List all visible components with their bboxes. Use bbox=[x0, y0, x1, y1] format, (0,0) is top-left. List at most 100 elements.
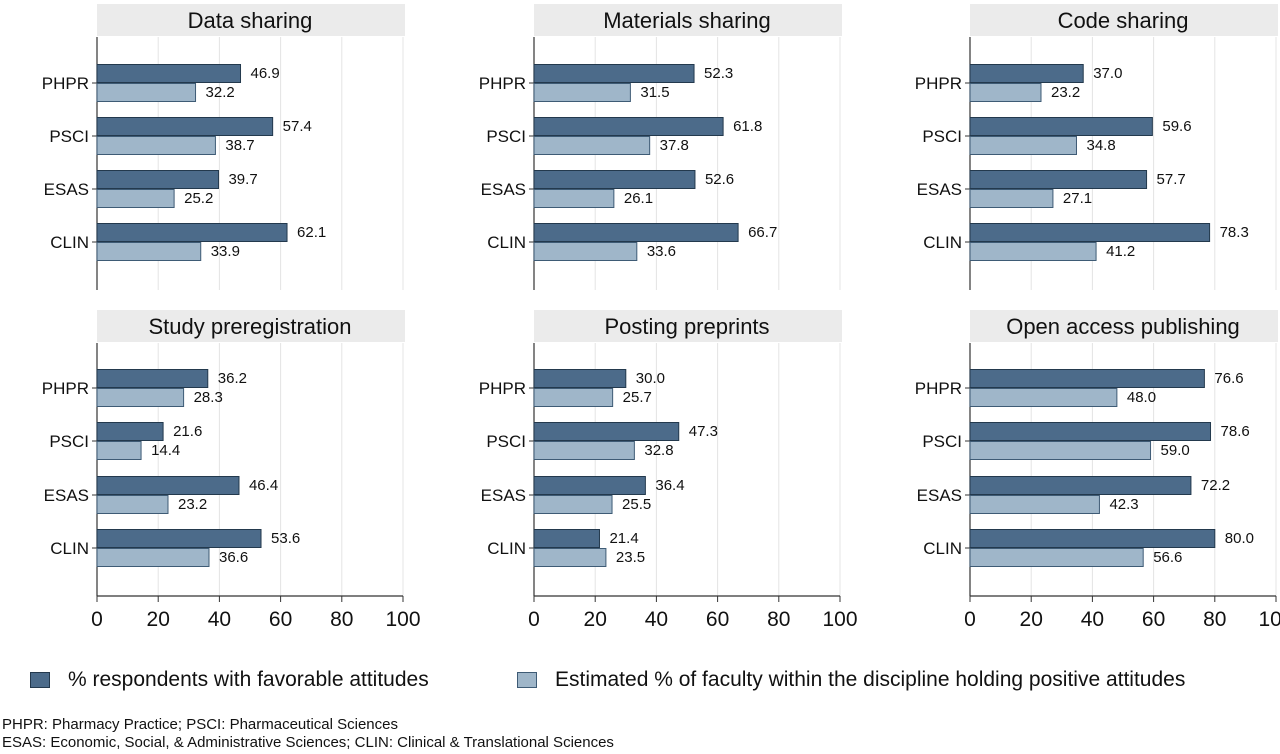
chart-panel-6: Open access publishing PHPR 76.6 48.0 PSCI 78… bbox=[915, 310, 1280, 631]
x-tick-label: 20 bbox=[1020, 608, 1043, 631]
data-label: 21.6 bbox=[173, 423, 202, 440]
bar-favorable bbox=[96, 223, 288, 242]
bar-favorable bbox=[969, 64, 1084, 83]
bar-estimated bbox=[969, 548, 1144, 567]
bar-favorable bbox=[969, 223, 1211, 242]
bar-favorable bbox=[969, 117, 1153, 136]
panel-title-background bbox=[97, 310, 405, 342]
bar-favorable bbox=[969, 422, 1212, 441]
bar-estimated bbox=[969, 388, 1118, 407]
data-label: 21.4 bbox=[609, 530, 638, 547]
x-tick-label: 60 bbox=[706, 608, 729, 631]
footnote: PHPR: Pharmacy Practice; PSCI: Pharmaceu… bbox=[2, 716, 614, 752]
bar-estimated bbox=[969, 189, 1054, 208]
data-label: 33.6 bbox=[647, 243, 676, 260]
y-tick-label: ESAS bbox=[481, 486, 526, 505]
bar-estimated bbox=[533, 495, 613, 514]
data-label: 56.6 bbox=[1153, 549, 1182, 566]
bar-estimated bbox=[533, 242, 638, 261]
bar-estimated bbox=[533, 136, 651, 155]
y-tick-label: PHPR bbox=[42, 74, 89, 93]
panel-title: Code sharing bbox=[1058, 8, 1189, 33]
bar-estimated bbox=[96, 83, 197, 102]
x-tick-label: 60 bbox=[1142, 608, 1165, 631]
bar-favorable bbox=[533, 64, 695, 83]
y-tick-label: ESAS bbox=[481, 180, 526, 199]
x-tick-label: 80 bbox=[767, 608, 790, 631]
panel-title-background bbox=[970, 4, 1278, 36]
bar-estimated bbox=[969, 83, 1042, 102]
data-label: 47.3 bbox=[689, 423, 718, 440]
data-label: 59.0 bbox=[1161, 442, 1190, 459]
chart-panel-4: Study preregistration PHPR 36.2 28.3 PSCI 21.… bbox=[42, 310, 421, 631]
data-label: 61.8 bbox=[733, 118, 762, 135]
bar-favorable bbox=[533, 422, 680, 441]
data-label: 57.4 bbox=[283, 118, 312, 135]
legend-swatch-estimated bbox=[517, 672, 537, 688]
data-label: 26.1 bbox=[624, 190, 653, 207]
data-label: 36.2 bbox=[218, 370, 247, 387]
panel-title-background bbox=[97, 4, 405, 36]
x-tick-label: 40 bbox=[645, 608, 668, 631]
data-label: 66.7 bbox=[748, 224, 777, 241]
y-tick-label: CLIN bbox=[487, 233, 526, 252]
data-label: 23.2 bbox=[1051, 84, 1080, 101]
x-tick-label: 20 bbox=[584, 608, 607, 631]
data-label: 36.4 bbox=[655, 477, 684, 494]
bar-estimated bbox=[969, 242, 1097, 261]
x-tick-label: 20 bbox=[147, 608, 170, 631]
footnote-line-2: ESAS: Economic, Social, & Administrative… bbox=[2, 734, 614, 751]
bar-favorable bbox=[533, 529, 600, 548]
data-label: 76.6 bbox=[1214, 370, 1243, 387]
data-label: 34.8 bbox=[1086, 137, 1115, 154]
x-tick-label: 0 bbox=[528, 608, 540, 631]
y-tick-label: CLIN bbox=[923, 539, 962, 558]
data-label: 25.5 bbox=[622, 496, 651, 513]
chart-panel-1: Data sharing PHPR 46.9 32.2 PSCI 57.4 38.7 ESAS… bbox=[42, 4, 405, 290]
panel-title-background bbox=[534, 310, 842, 342]
legend-item-estimated: Estimated % of faculty within the discip… bbox=[517, 668, 1185, 692]
y-tick-label: PHPR bbox=[915, 379, 962, 398]
data-label: 53.6 bbox=[271, 530, 300, 547]
y-tick-label: PSCI bbox=[49, 127, 89, 146]
x-tick-label: 100 bbox=[1258, 608, 1280, 631]
bar-estimated bbox=[96, 242, 202, 261]
data-label: 38.7 bbox=[225, 137, 254, 154]
bar-favorable bbox=[96, 476, 240, 495]
data-label: 78.3 bbox=[1220, 224, 1249, 241]
legend-label-estimated: Estimated % of faculty within the discip… bbox=[555, 668, 1186, 691]
data-label: 57.7 bbox=[1157, 171, 1186, 188]
data-label: 28.3 bbox=[194, 389, 223, 406]
y-tick-label: PSCI bbox=[922, 432, 962, 451]
chart-panel-5: Posting preprints PHPR 30.0 25.7 PSCI 47.3 32.… bbox=[479, 310, 858, 631]
bar-estimated bbox=[96, 441, 142, 460]
panel-title-background bbox=[534, 4, 842, 36]
data-label: 36.6 bbox=[219, 549, 248, 566]
x-tick-label: 40 bbox=[208, 608, 231, 631]
panel-title-background bbox=[970, 310, 1278, 342]
bar-favorable bbox=[96, 422, 164, 441]
bar-estimated bbox=[96, 388, 185, 407]
data-label: 41.2 bbox=[1106, 243, 1135, 260]
y-tick-label: ESAS bbox=[44, 180, 89, 199]
footnote-line-1: PHPR: Pharmacy Practice; PSCI: Pharmaceu… bbox=[2, 716, 398, 733]
data-label: 32.8 bbox=[644, 442, 673, 459]
y-tick-label: CLIN bbox=[50, 539, 89, 558]
x-tick-label: 80 bbox=[330, 608, 353, 631]
chart-panel-2: Materials sharing PHPR 52.3 31.5 PSCI 61.8 37.… bbox=[479, 4, 842, 290]
data-label: 80.0 bbox=[1225, 530, 1254, 547]
data-label: 78.6 bbox=[1221, 423, 1250, 440]
bar-estimated bbox=[533, 441, 635, 460]
panel-title: Study preregistration bbox=[149, 314, 352, 339]
bar-estimated bbox=[96, 189, 175, 208]
bar-favorable bbox=[96, 529, 262, 548]
bar-favorable bbox=[96, 170, 219, 189]
bar-estimated bbox=[533, 189, 615, 208]
data-label: 30.0 bbox=[636, 370, 665, 387]
x-tick-label: 80 bbox=[1203, 608, 1226, 631]
y-tick-label: PSCI bbox=[49, 432, 89, 451]
bar-estimated bbox=[96, 495, 169, 514]
bar-favorable bbox=[96, 117, 274, 136]
y-tick-label: PSCI bbox=[922, 127, 962, 146]
bar-estimated bbox=[969, 136, 1077, 155]
